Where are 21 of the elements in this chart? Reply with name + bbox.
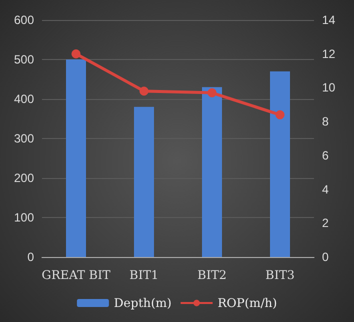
y2-tick-label: 10	[322, 80, 336, 95]
x-tick-label: BIT3	[265, 268, 295, 282]
y-tick-label: 600	[14, 13, 34, 27]
y-tick-label: 400	[14, 92, 34, 106]
y2-tick-label: 2	[322, 216, 329, 230]
y2-tick-label: 6	[322, 148, 329, 162]
y2-tick-label: 4	[322, 182, 329, 196]
y2-tick-label: 12	[322, 46, 336, 61]
y-tick-label: 0	[27, 250, 34, 264]
y2-tick-label: 0	[322, 250, 329, 264]
y-tick-label: 300	[14, 132, 34, 146]
y-tick-label: 100	[14, 210, 34, 224]
y-tick-label: 200	[14, 171, 34, 185]
legend-label: Depth(m)	[114, 296, 172, 310]
x-tick-label: GREAT BIT	[42, 268, 110, 282]
legend-label: ROP(m/h)	[218, 296, 278, 310]
y2-tick-label: 14	[322, 13, 336, 27]
x-tick-label: BIT2	[197, 268, 227, 282]
y2-tick-label: 8	[322, 114, 329, 129]
x-tick-label: BIT1	[129, 268, 159, 282]
y-tick-label: 500	[14, 52, 34, 66]
